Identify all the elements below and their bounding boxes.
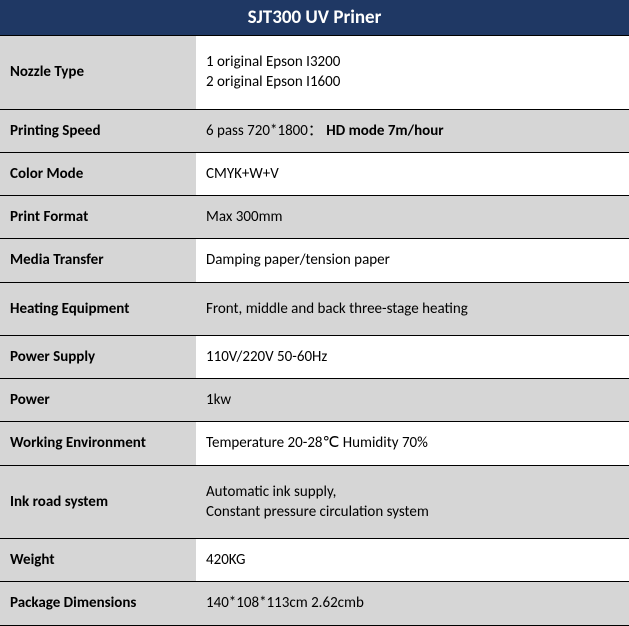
table-row: Weight420KG (0, 539, 629, 582)
spec-label: Media Transfer (0, 239, 196, 282)
spec-label: Power Supply (0, 335, 196, 378)
table-row: Media TransferDamping paper/tension pape… (0, 239, 629, 282)
table-row: Color ModeCMYK+W+V (0, 152, 629, 195)
spec-label: Power (0, 379, 196, 422)
table-row: Ink road system Automatic ink supply, Cons… (0, 465, 629, 539)
spec-value-bold: HD mode 7m/hour (326, 122, 443, 140)
spec-label: Printing Speed (0, 109, 196, 152)
spec-label: Print Format (0, 196, 196, 239)
spec-value: Front, middle and back three-stage heati… (196, 282, 629, 335)
spec-label: Heating Equipment (0, 282, 196, 335)
spec-value: CMYK+W+V (196, 152, 629, 195)
table-row: Power1kw (0, 379, 629, 422)
spec-value: Automatic ink supply, Constant pressure c… (196, 465, 629, 539)
spec-value: Temperature 20-28℃ Humidity 70% (196, 422, 629, 465)
spec-value: Max 300mm (196, 196, 629, 239)
spec-value-prefix: 6 pass 720*1800： (206, 122, 326, 140)
spec-value-line: Constant pressure circulation system (206, 503, 429, 521)
spec-label: Working Environment (0, 422, 196, 465)
table-row: Heating EquipmentFront, middle and back … (0, 282, 629, 335)
spec-value: 1kw (196, 379, 629, 422)
table-row: Print FormatMax 300mm (0, 196, 629, 239)
spec-value-line: 1 original Epson I3200 (206, 53, 340, 71)
table-row: Power Supply110V/220V 50-60Hz (0, 335, 629, 378)
spec-label: Ink road system (0, 465, 196, 539)
spec-label: Nozzle Type (0, 36, 196, 110)
spec-label: Weight (0, 539, 196, 582)
spec-table: SJT300 UV Priner Nozzle Type1 original E… (0, 0, 629, 626)
spec-value: 110V/220V 50-60Hz (196, 335, 629, 378)
title-row: SJT300 UV Priner (0, 0, 629, 36)
table-row: Working EnvironmentTemperature 20-28℃ Hu… (0, 422, 629, 465)
spec-value: Damping paper/tension paper (196, 239, 629, 282)
spec-value: 420KG (196, 539, 629, 582)
table-title: SJT300 UV Priner (0, 0, 629, 36)
spec-label: Color Mode (0, 152, 196, 195)
spec-value: 6 pass 720*1800： HD mode 7m/hour (196, 109, 629, 152)
spec-value-line: Automatic ink supply, (206, 483, 336, 501)
spec-value-line: 2 original Epson I1600 (206, 73, 340, 91)
table-row: Nozzle Type 1 original Epson I3200 2 origi… (0, 36, 629, 110)
spec-value: 1 original Epson I3200 2 original Epson I… (196, 36, 629, 110)
table-row: Printing Speed6 pass 720*1800： HD mode 7… (0, 109, 629, 152)
